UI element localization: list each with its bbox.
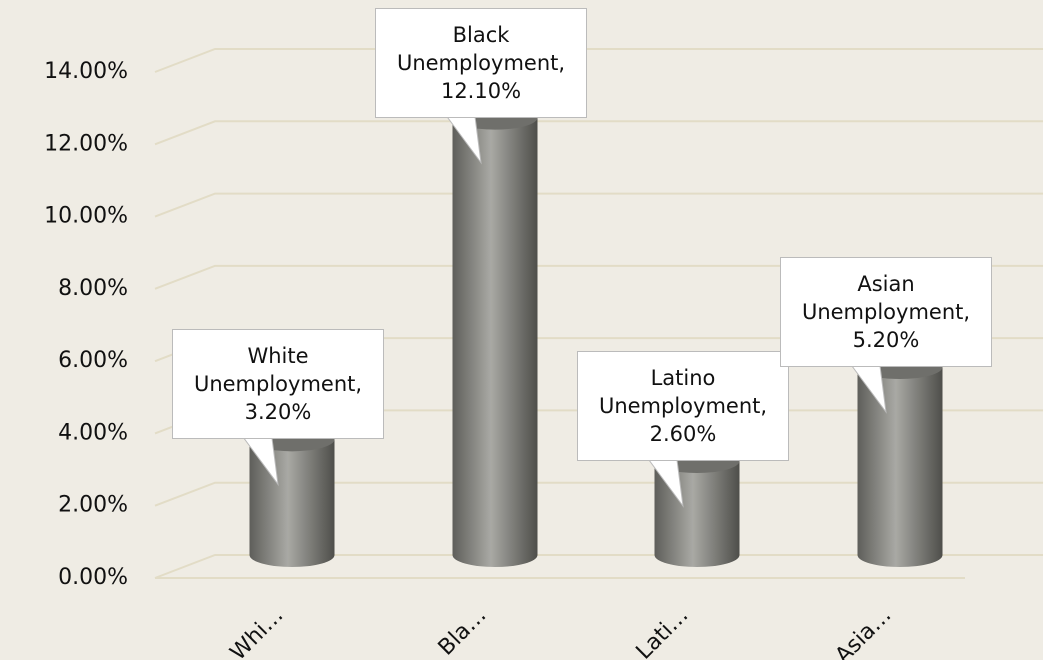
y-tick-label: 0.00% <box>58 565 128 590</box>
data-label: Black Unemployment, 12.10% <box>375 7 587 118</box>
x-tick-label: Asia… <box>831 603 897 660</box>
y-tick-label: 6.00% <box>58 348 128 373</box>
y-tick-label: 2.00% <box>58 493 128 518</box>
grid-line <box>154 48 1043 73</box>
cylinder-body <box>857 367 943 567</box>
cylinder-body <box>452 117 538 568</box>
data-label: White Unemployment, 3.20% <box>172 329 384 440</box>
y-tick-label: 10.00% <box>44 204 128 229</box>
x-tick-label: Lati… <box>632 603 694 660</box>
grid-line <box>154 264 1043 290</box>
x-tick-label: Whi… <box>226 603 289 660</box>
x-tick-label: Bla… <box>434 603 492 660</box>
grid-line <box>154 120 1043 146</box>
y-tick-label: 12.00% <box>44 131 128 156</box>
y-tick-label: 4.00% <box>58 420 128 445</box>
grid-line <box>154 554 1043 579</box>
y-tick-label: 8.00% <box>58 276 128 301</box>
grid-line <box>154 192 1043 218</box>
y-tick-label: 14.00% <box>44 59 128 84</box>
grid-line <box>154 481 1043 507</box>
data-label: Latino Unemployment, 2.60% <box>577 351 789 462</box>
bar <box>452 105 538 568</box>
data-label: Asian Unemployment, 5.20% <box>780 257 992 368</box>
